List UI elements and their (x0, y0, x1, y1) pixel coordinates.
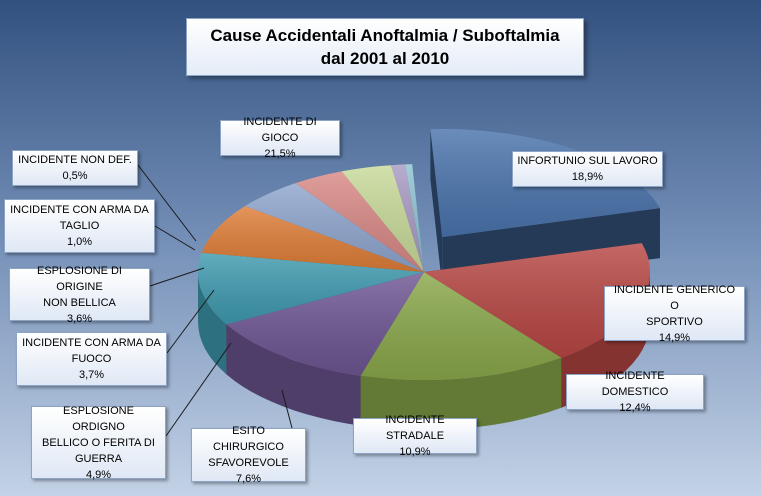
label-nondef-text: INCIDENTE NON DEF. (18, 154, 132, 166)
label-taglio-text-2: TAGLIO (59, 220, 100, 232)
label-stradale-text: INCIDENTE STRADALE (385, 414, 445, 442)
pie-slice-gloss-esplosione (341, 165, 424, 272)
pie-slice-gloss-taglio (391, 164, 424, 272)
label-generico: INCIDENTE GENERICO O SPORTIVO 14,9% (604, 284, 745, 344)
pie-slice-gloss-generico (360, 272, 562, 381)
label-gioco-text: INCIDENTE DI GIOCO (243, 116, 317, 144)
pie-slice-gloss-stradale (198, 252, 424, 325)
label-ordigno-value: 4,9% (85, 468, 112, 481)
label-stradale: INCIDENTE STRADALE 10,9% (353, 414, 477, 458)
label-chirurgico-value: 7,6% (235, 473, 262, 485)
leader-line-fuoco (166, 289, 215, 354)
label-generico-text-1: INCIDENTE GENERICO O (613, 283, 735, 312)
label-taglio-text-1: INCIDENTE CON ARMA DA (10, 204, 149, 216)
label-chirurgico: ESITO CHIRURGICO SFAVOREVOLE 7,6% (191, 425, 306, 485)
pie-slice-gloss-ordigno (245, 183, 424, 272)
label-stradale-value: 10,9% (399, 446, 431, 458)
label-generico-value: 14,9% (658, 331, 691, 344)
leader-line-esplosione (149, 267, 205, 287)
label-esplosione: ESPLOSIONE DI ORIGINE NON BELLICA 3,6% (9, 265, 150, 325)
leader-line-nondef (137, 164, 197, 242)
chart-title: Cause Accidentali Anoftalmia / Suboftalm… (186, 18, 584, 76)
label-esplosione-value: 3,6% (66, 312, 93, 325)
label-lavoro-value: 18,9% (571, 171, 604, 183)
pie-side-domestico-0 (226, 324, 361, 426)
pie-slice-gloss-domestico (226, 272, 424, 376)
pie-slice-gloss-chirurgico (201, 206, 424, 272)
label-domestico-text: INCIDENTE DOMESTICO (601, 370, 669, 398)
label-fuoco-value: 3,7% (78, 369, 105, 381)
label-ordigno: ESPLOSIONE ORDIGNO BELLICO O FERITA DI G… (31, 404, 166, 481)
chart-title-line1: Cause Accidentali Anoftalmia / Suboftalm… (210, 26, 560, 45)
label-gioco-value: 21,5% (264, 148, 296, 160)
label-chirurgico-text-2: SFAVOREVOLE (208, 457, 289, 469)
label-fuoco: INCIDENTE CON ARMA DA FUOCO 3,7% (16, 332, 167, 386)
label-ordigno-text-1: ESPLOSIONE ORDIGNO (63, 404, 134, 433)
label-nondef-value: 0,5% (62, 170, 88, 182)
pie-wall-gioco-0 (430, 129, 443, 288)
pie-slice-gloss-lavoro (424, 243, 651, 358)
label-fuoco-text-2: FUOCO (71, 353, 112, 365)
label-lavoro: INFORTUNIO SUL LAVORO 18,9% (512, 151, 663, 187)
pie-side-stradale-0 (198, 272, 227, 375)
label-nondef: INCIDENTE NON DEF. 0,5% (12, 150, 138, 186)
label-gioco: INCIDENTE DI GIOCO 21,5% (220, 116, 340, 160)
pie-side-generico-0 (360, 357, 562, 430)
label-taglio: INCIDENTE CON ARMA DA TAGLIO 1,0% (4, 199, 155, 253)
leader-line-chirurgico (281, 389, 293, 429)
chart-title-line2: dal 2001 al 2010 (320, 49, 450, 68)
label-fuoco-text-1: INCIDENTE CON ARMA DA (22, 337, 161, 349)
label-generico-text-2: SPORTIVO (646, 315, 703, 328)
label-taglio-value: 1,0% (66, 236, 93, 248)
leader-line-taglio (154, 225, 196, 251)
leader-lines (137, 164, 293, 437)
label-esplosione-text-1: ESPLOSIONE DI ORIGINE (37, 264, 122, 293)
label-ordigno-text-3: GUERRA (74, 452, 123, 465)
label-ordigno-text-2: BELLICO O FERITA DI (42, 436, 155, 449)
label-domestico-value: 12,4% (619, 402, 651, 414)
pie-slice-gloss-nondef (405, 164, 424, 272)
label-domestico: INCIDENTE DOMESTICO 12,4% (566, 370, 704, 414)
label-lavoro-text: INFORTUNIO SUL LAVORO (517, 155, 658, 167)
pie-slice-gloss-fuoco (295, 171, 424, 272)
label-esplosione-text-2: NON BELLICA (43, 296, 116, 309)
leader-line-ordigno (165, 342, 232, 437)
label-chirurgico-text-1: ESITO CHIRURGICO (213, 425, 284, 453)
